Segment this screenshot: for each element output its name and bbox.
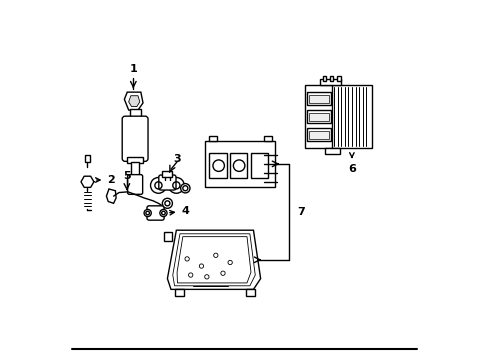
Bar [308,95,328,103]
Polygon shape [128,96,140,107]
Polygon shape [81,176,94,188]
Text: 2: 2 [95,175,115,185]
Circle shape [150,177,166,193]
Bar [325,148,339,154]
Bar [204,140,274,187]
Bar [246,289,255,296]
Bar [322,76,325,81]
Bar [329,76,333,81]
Bar [305,85,371,148]
Bar [209,153,226,178]
Bar [127,157,142,163]
Bar [84,155,90,162]
Bar [336,76,340,81]
Circle shape [162,198,172,208]
FancyBboxPatch shape [159,175,176,190]
Bar [308,131,328,139]
Bar [306,93,330,105]
Bar [319,78,341,85]
Bar [230,153,247,178]
Bar [264,135,271,140]
FancyBboxPatch shape [122,116,148,161]
Polygon shape [167,230,260,289]
Text: 3: 3 [173,154,181,164]
Bar [306,129,330,141]
Text: 4: 4 [169,206,189,216]
Bar [174,289,183,296]
Bar [129,109,140,121]
FancyBboxPatch shape [127,175,142,194]
Bar [163,232,171,241]
Bar [162,171,172,177]
Bar [131,162,139,178]
Text: 1: 1 [129,64,137,74]
Circle shape [160,210,167,217]
Polygon shape [106,189,116,203]
Bar [208,135,216,140]
Text: 5: 5 [123,171,130,181]
Bar [306,111,330,123]
Polygon shape [124,92,142,110]
Bar [250,153,267,178]
FancyBboxPatch shape [147,206,164,220]
Circle shape [168,177,184,193]
Bar [308,113,328,121]
Text: 6: 6 [347,153,355,174]
Text: 7: 7 [297,207,305,217]
Circle shape [144,210,151,217]
Circle shape [180,184,190,193]
